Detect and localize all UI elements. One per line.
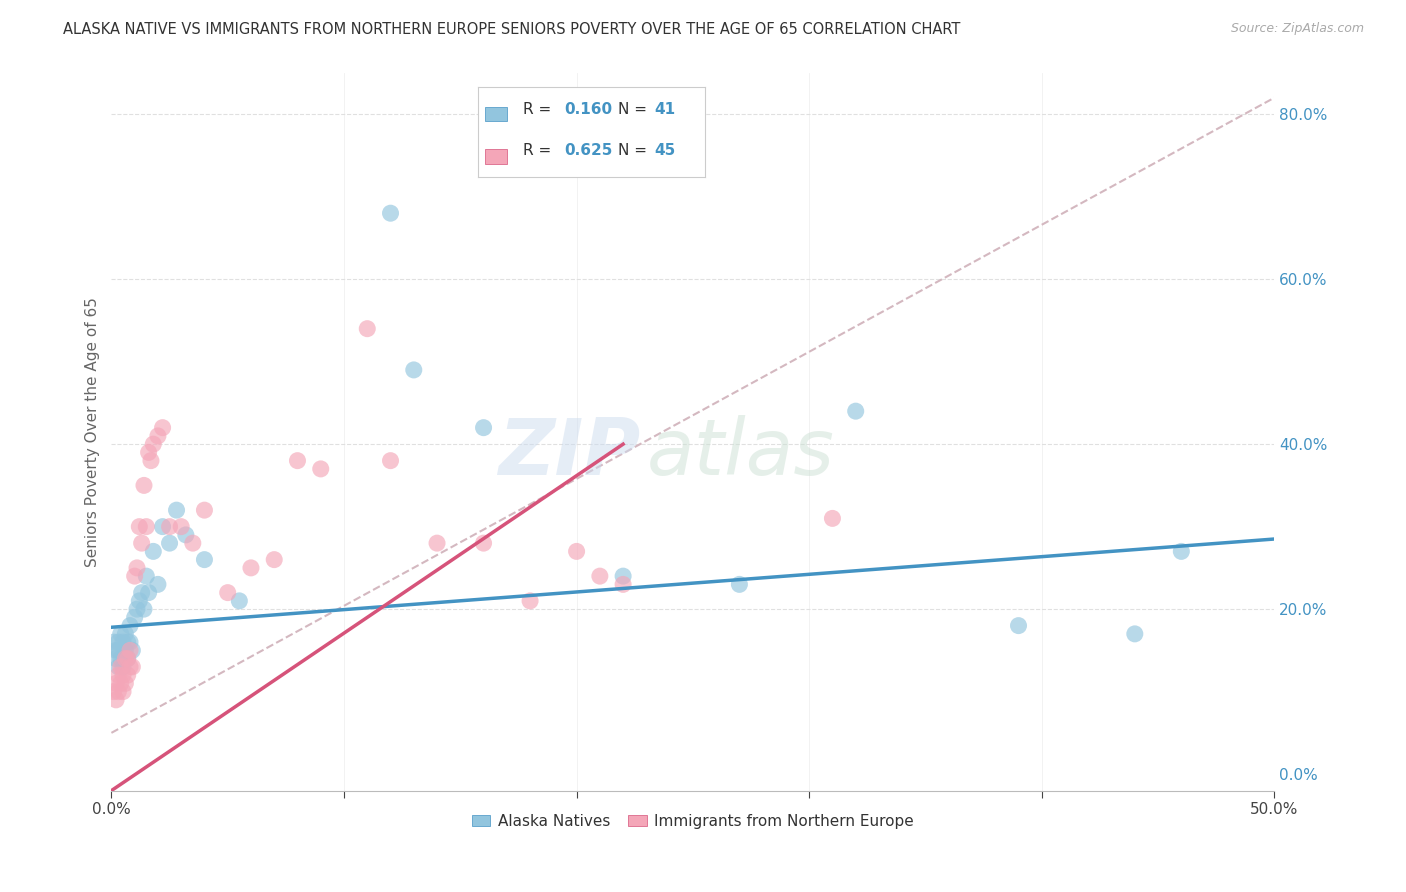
Point [112, 660, 135, 674]
Point [139, 453, 162, 467]
Point [565, 544, 588, 558]
Point [105, 651, 128, 665]
Point [124, 610, 146, 624]
Point [112, 635, 135, 649]
Point [728, 577, 751, 591]
Point [1123, 627, 1146, 641]
Point [152, 519, 174, 533]
Point [287, 453, 309, 467]
Point [589, 569, 612, 583]
Point [152, 420, 174, 434]
Point [117, 651, 139, 665]
Point [105, 643, 128, 657]
Point [380, 206, 402, 220]
Point [159, 536, 181, 550]
Point [612, 569, 634, 583]
Point [1170, 544, 1192, 558]
Point [132, 478, 155, 492]
Point [118, 635, 141, 649]
Point [142, 544, 165, 558]
Point [132, 602, 155, 616]
Point [472, 536, 495, 550]
Text: atlas: atlas [647, 416, 834, 491]
Point [138, 585, 160, 599]
Point [426, 536, 449, 550]
Point [114, 627, 136, 641]
Point [114, 651, 136, 665]
Point [159, 519, 181, 533]
Point [107, 643, 129, 657]
Point [103, 635, 125, 649]
Y-axis label: Seniors Poverty Over the Age of 65: Seniors Poverty Over the Age of 65 [86, 297, 100, 566]
Point [107, 635, 129, 649]
Point [146, 429, 169, 443]
Point [128, 519, 150, 533]
Point [519, 594, 541, 608]
Point [138, 445, 160, 459]
Point [146, 577, 169, 591]
Point [181, 536, 204, 550]
Point [239, 561, 262, 575]
Point [114, 676, 136, 690]
Point [402, 363, 425, 377]
Point [193, 503, 215, 517]
Point [117, 651, 139, 665]
Point [1007, 618, 1029, 632]
Point [114, 643, 136, 657]
Point [121, 643, 143, 657]
Point [135, 569, 157, 583]
Point [228, 594, 250, 608]
Text: Source: ZipAtlas.com: Source: ZipAtlas.com [1230, 22, 1364, 36]
Point [118, 660, 141, 674]
Point [107, 668, 129, 682]
Point [193, 552, 215, 566]
Point [142, 437, 165, 451]
Point [821, 511, 844, 525]
Point [174, 528, 197, 542]
Point [118, 643, 141, 657]
Point [356, 321, 378, 335]
Point [263, 552, 285, 566]
Text: ZIP: ZIP [498, 416, 641, 491]
Point [309, 462, 332, 476]
Point [117, 635, 139, 649]
Point [110, 651, 132, 665]
Point [166, 503, 188, 517]
Point [105, 676, 128, 690]
Point [170, 519, 193, 533]
Point [107, 660, 129, 674]
Point [612, 577, 634, 591]
Point [380, 453, 402, 467]
Point [118, 618, 141, 632]
Point [117, 668, 139, 682]
Point [110, 660, 132, 674]
Point [107, 684, 129, 698]
Text: ALASKA NATIVE VS IMMIGRANTS FROM NORTHERN EUROPE SENIORS POVERTY OVER THE AGE OF: ALASKA NATIVE VS IMMIGRANTS FROM NORTHER… [63, 22, 960, 37]
Point [845, 404, 868, 418]
Point [128, 594, 150, 608]
Legend: Alaska Natives, Immigrants from Northern Europe: Alaska Natives, Immigrants from Northern… [465, 807, 920, 835]
Point [112, 668, 135, 682]
Point [124, 569, 146, 583]
Point [105, 693, 128, 707]
Point [135, 519, 157, 533]
Point [110, 627, 132, 641]
Point [472, 420, 495, 434]
Point [125, 602, 148, 616]
Point [112, 684, 135, 698]
Point [110, 676, 132, 690]
Point [121, 660, 143, 674]
Point [217, 585, 239, 599]
Point [131, 585, 153, 599]
Point [103, 684, 125, 698]
Point [125, 561, 148, 575]
Point [131, 536, 153, 550]
